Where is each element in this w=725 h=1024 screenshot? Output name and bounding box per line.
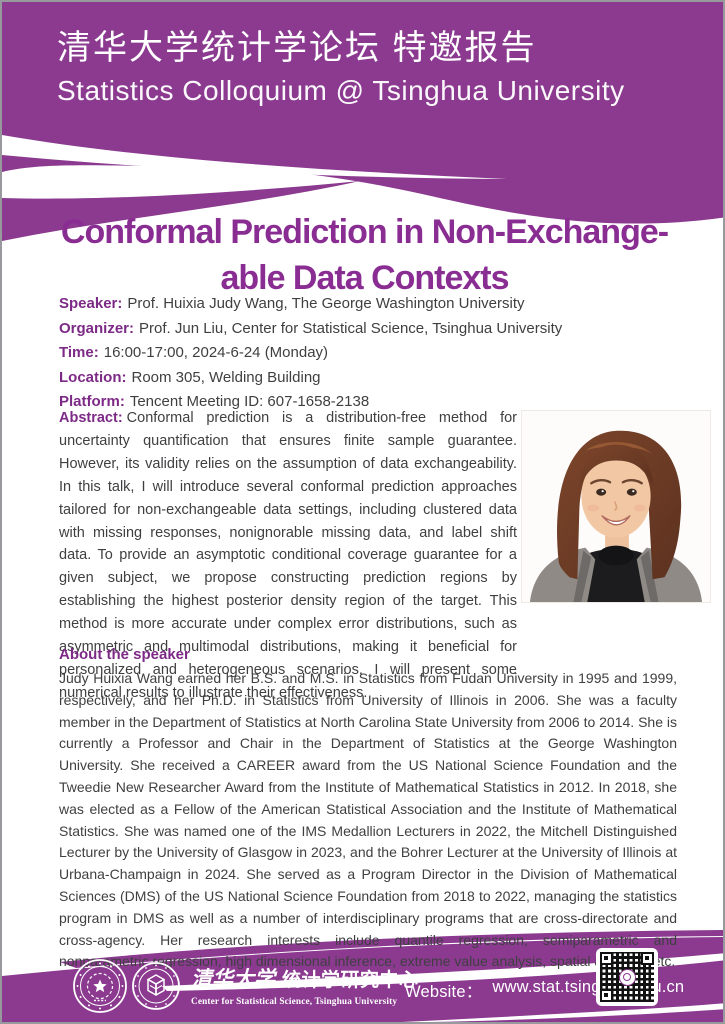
abstract-text: Conformal prediction is a distribution-f…: [59, 410, 517, 701]
about-heading: About the speaker: [59, 646, 190, 663]
talk-title-line2: able Data Contexts: [220, 259, 509, 297]
footer-wave-decoration: [2, 930, 723, 1022]
website-label: Website：: [405, 983, 483, 1001]
detail-organizer: Organizer: Prof. Jun Liu, Center for Stat…: [59, 317, 659, 342]
abstract-paragraph: Abstract: Conformal prediction is a distr…: [59, 407, 517, 705]
detail-organizer-value: Prof. Jun Liu, Center for Statistical Sc…: [139, 319, 563, 337]
detail-organizer-label: Organizer:: [59, 319, 135, 337]
qr-code: [596, 948, 658, 1006]
speaker-photo: [521, 410, 711, 603]
detail-time: Time: 16:00-17:00, 2024-6-24 (Monday): [59, 341, 659, 366]
qr-finder-bottom-left: [600, 989, 613, 1002]
detail-speaker-label: Speaker:: [59, 295, 123, 312]
talk-title-line1: Conformal Prediction in Non-Exchange-: [60, 213, 669, 251]
header-wave-decoration: [2, 2, 723, 241]
center-name-chinese: 统计学研究中心: [282, 970, 419, 991]
abstract-label: Abstract:: [59, 410, 123, 426]
header-title-chinese: 清华大学统计学论坛 特邀报告: [57, 29, 537, 67]
detail-location-value: Room 305, Welding Building: [131, 368, 321, 386]
detail-time-label: Time:: [59, 344, 99, 362]
header-title-english: Statistics Colloquium @ Tsinghua Univers…: [57, 75, 625, 106]
qr-code-modules: [600, 952, 654, 1002]
statistics-center-seal-icon: [132, 962, 180, 1010]
qr-finder-top-left: [600, 952, 613, 965]
talk-details: Speaker: Prof. Huixia Judy Wang, The Geor…: [59, 292, 659, 415]
about-section: About the speaker Judy Huixia Wang earne…: [59, 646, 677, 973]
detail-speaker: Speaker: Prof. Huixia Judy Wang, The Geor…: [59, 292, 659, 317]
talk-title: Conformal Prediction in Non-Exchange- ab…: [2, 209, 723, 301]
poster-header: 清华大学统计学论坛 特邀报告 Statistics Colloquium @ T…: [57, 28, 625, 108]
detail-location-label: Location:: [59, 368, 127, 386]
detail-speaker-value: Prof. Huixia Judy Wang, The George Washi…: [127, 295, 525, 312]
detail-platform: Platform: Tencent Meeting ID: 607-1658-21…: [59, 390, 659, 415]
detail-platform-label: Platform:: [59, 393, 125, 411]
detail-location: Location: Room 305, Welding Building: [59, 366, 659, 391]
tsinghua-university-seal-icon: [73, 959, 127, 1013]
detail-time-value: 16:00-17:00, 2024-6-24 (Monday): [103, 344, 329, 362]
qr-finder-top-right: [641, 952, 654, 965]
center-name-english: Center for Statistical Science, Tsinghua…: [191, 997, 398, 1007]
detail-platform-value: Tencent Meeting ID: 607-1658-2138: [129, 393, 370, 411]
center-name-script: 清华大学: [191, 967, 275, 991]
qr-center-logo-icon: [618, 968, 636, 986]
about-bio-text: Judy Huixia Wang earned her B.S. and M.S…: [59, 670, 677, 970]
footer-center-name: 清华大学 统计学研究中心 Center for Statistical Scie…: [191, 963, 419, 1007]
